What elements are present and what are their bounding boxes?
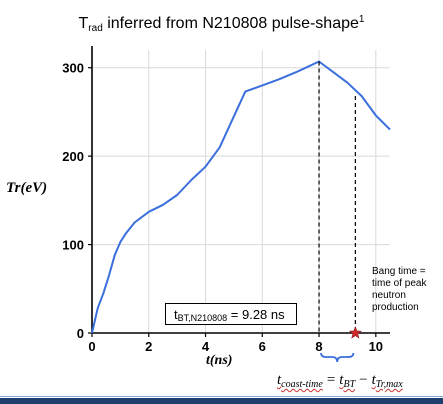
y-axis-title: Tr(eV) (6, 180, 48, 196)
x-tick-label: 0 (88, 339, 95, 354)
y-tick-label: 0 (77, 326, 84, 341)
series-line (91, 60, 391, 334)
x-tick-label: 6 (259, 339, 266, 354)
x-tick-label: 4 (202, 339, 210, 354)
x-tick-label: 10 (369, 339, 383, 354)
bang-time-label: tBT,N210808 = 9.28 ns (165, 303, 297, 325)
coast-time-equation: tcoast-time = tBT − tTr,max (277, 372, 403, 390)
coast-time-brace (320, 352, 355, 363)
y-tick-label: 100 (62, 238, 84, 253)
x-axis-title: t(ns) (206, 353, 233, 368)
bang-time-star-marker (348, 326, 362, 339)
footer-line (0, 396, 443, 397)
x-tick-label: 8 (315, 339, 322, 354)
footer-bar (0, 396, 443, 404)
x-tick-label: 2 (145, 339, 152, 354)
y-tick-label: 200 (62, 149, 84, 164)
chart-title: Trad inferred from N210808 pulse-shape1 (78, 14, 365, 34)
bang-time-note: Bang time = time of peak neutron product… (372, 266, 427, 313)
y-tick-label: 300 (62, 61, 84, 76)
